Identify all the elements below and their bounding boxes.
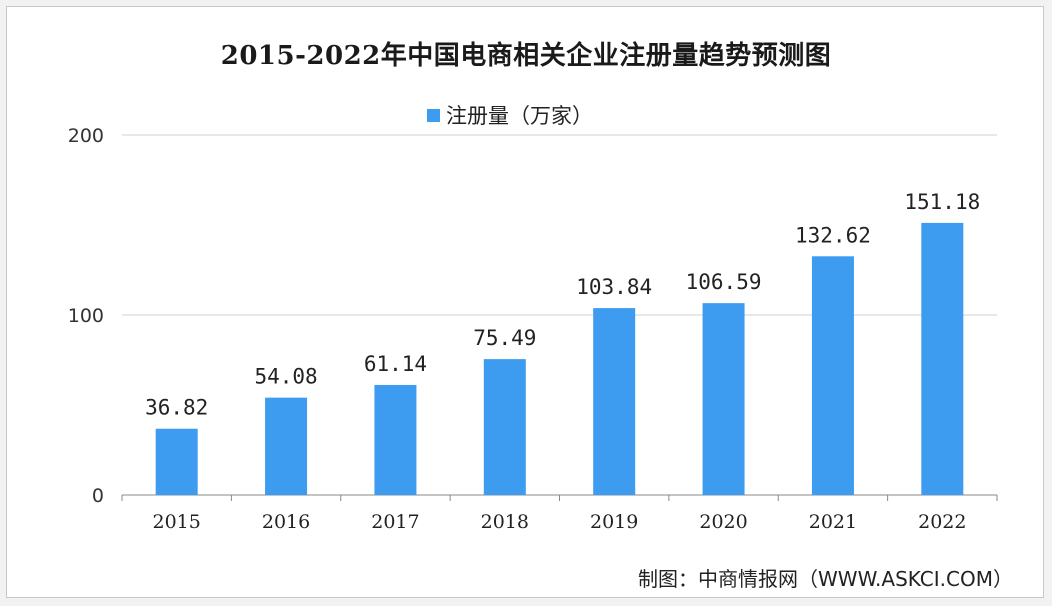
x-tick-label: 2017 — [371, 511, 419, 533]
x-tick-label: 2018 — [481, 511, 529, 533]
legend: 注册量（万家） — [427, 100, 593, 130]
x-tick-label: 2021 — [809, 511, 857, 533]
bar — [155, 428, 198, 495]
bar — [811, 256, 854, 495]
y-tick-label: 200 — [68, 125, 104, 147]
data-label: 36.82 — [145, 396, 208, 420]
x-tick-label: 2019 — [590, 511, 638, 533]
y-tick-label: 100 — [68, 305, 104, 327]
chart-title: 2015-2022年中国电商相关企业注册量趋势预测图 — [220, 41, 832, 71]
bar — [374, 384, 417, 495]
data-label: 54.08 — [254, 365, 317, 389]
y-tick-label: 0 — [92, 485, 104, 507]
plot-area: 0 100 200 36.82 2015 54.08 2016 61.14 2017 75.49 2… — [68, 125, 998, 533]
data-label: 75.49 — [473, 326, 536, 350]
bar — [921, 222, 964, 495]
bar — [593, 308, 636, 495]
data-label: 106.59 — [686, 270, 762, 294]
data-label: 151.18 — [904, 190, 980, 214]
x-tick-label: 2016 — [262, 511, 310, 533]
data-label: 61.14 — [364, 352, 427, 376]
chart-frame: 2015-2022年中国电商相关企业注册量趋势预测图 注册量（万家） 0 100 2… — [6, 6, 1044, 598]
x-tick-label: 2022 — [918, 511, 966, 533]
bar — [702, 303, 745, 495]
bar — [483, 359, 526, 495]
source-note: 制图：中商情报网（WWW.ASKCI.COM） — [638, 567, 1013, 591]
legend-swatch — [427, 108, 440, 122]
data-label: 132.62 — [795, 223, 871, 247]
x-tick-label: 2020 — [699, 511, 747, 533]
bar — [265, 397, 308, 495]
legend-label: 注册量（万家） — [446, 104, 593, 128]
x-tick-label: 2015 — [153, 511, 201, 533]
data-label: 103.84 — [576, 275, 652, 299]
